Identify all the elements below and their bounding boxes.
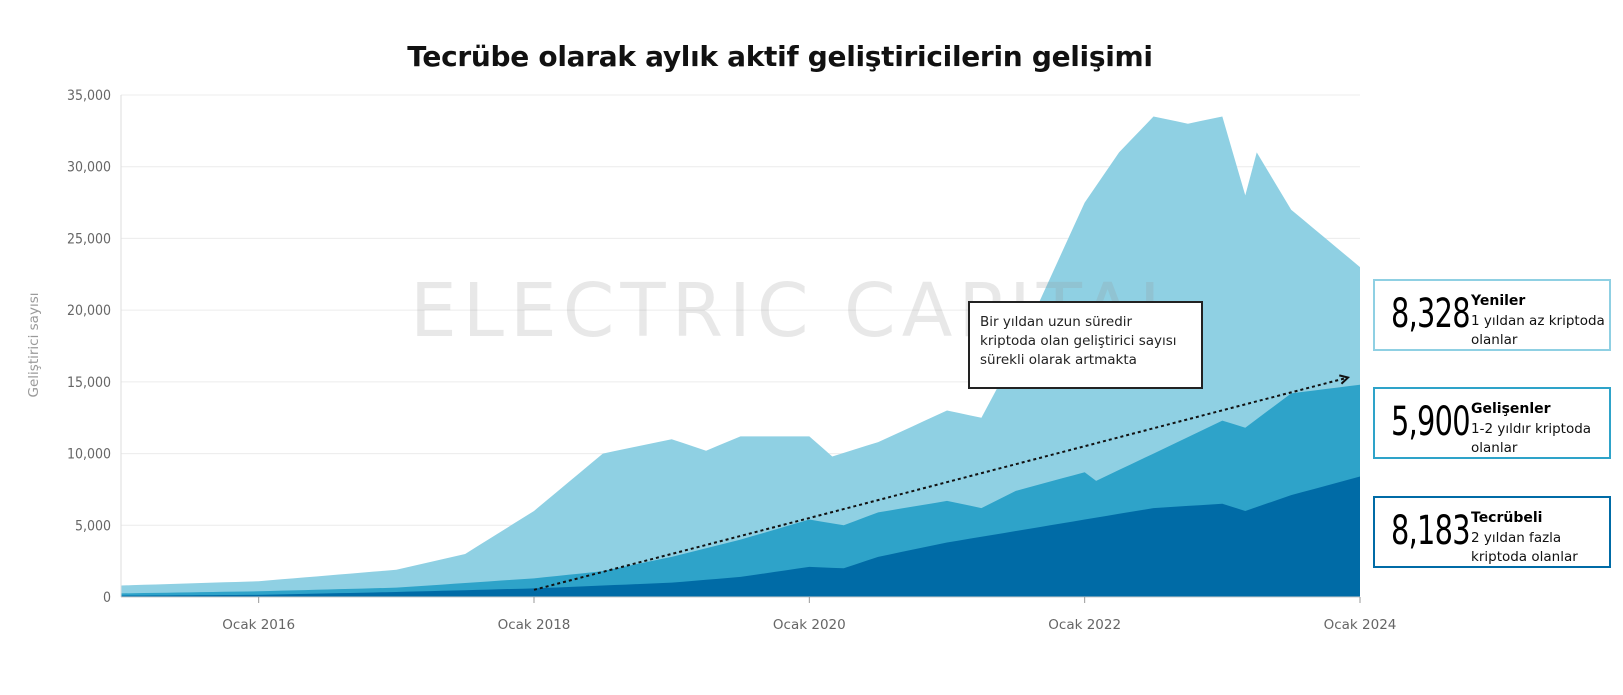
y-axis-label: Geliştirici sayısı xyxy=(26,293,42,398)
y-tick-label: 15,000 xyxy=(67,375,111,391)
trend-arrow xyxy=(533,374,1351,591)
legend-description: 2 yıldan fazla kriptoda olanlar xyxy=(1471,530,1578,565)
trend-arrowhead xyxy=(1339,374,1351,385)
series-areas xyxy=(121,116,1360,597)
y-tick-label: 25,000 xyxy=(67,231,111,247)
x-tick-label: Ocak 2016 xyxy=(222,617,295,633)
legend-name: Gelişenler xyxy=(1471,401,1551,417)
area-tecrübeli xyxy=(121,476,1360,597)
legend-item-gelisenler: 5,900 Gelişenler 1-2 yıldır kriptoda ola… xyxy=(1373,387,1611,459)
legend-name: Yeniler xyxy=(1471,293,1526,309)
x-tick-label: Ocak 2020 xyxy=(773,617,846,633)
y-tick-label: 5,000 xyxy=(75,518,111,534)
chart-title: Tecrübe olarak aylık aktif geliştiricile… xyxy=(407,40,1153,73)
legend-value: 5,900 xyxy=(1391,399,1471,445)
trend-line xyxy=(533,376,1349,591)
legend-value: 8,183 xyxy=(1391,508,1471,554)
x-tick-label: Ocak 2018 xyxy=(498,617,571,633)
axes: 0 5,000 10,000 15,000 20,000 25,000 30,000 35,0… xyxy=(67,88,1396,633)
y-tick-label: 30,000 xyxy=(67,160,111,176)
y-tick-label: 10,000 xyxy=(67,447,111,463)
y-tick-label: 0 xyxy=(103,590,111,606)
y-tick-label: 20,000 xyxy=(67,303,111,319)
legend-item-yeniler: 8,328 Yeniler 1 yıldan az kriptoda olanl… xyxy=(1373,279,1611,351)
legend-description: 1 yıldan az kriptoda olanlar xyxy=(1471,313,1605,348)
y-tick-label: 35,000 xyxy=(67,88,111,104)
legend-value: 8,328 xyxy=(1391,291,1471,337)
legend-description: 1-2 yıldır kriptoda olanlar xyxy=(1471,421,1592,456)
x-tick-label: Ocak 2024 xyxy=(1324,617,1397,633)
annotation-box: Bir yıldan uzun süredir kriptoda olan ge… xyxy=(968,301,1203,389)
x-tick-label: Ocak 2022 xyxy=(1048,617,1121,633)
legend-item-tecrubeli: 8,183 Tecrübeli 2 yıldan fazla kriptoda … xyxy=(1373,496,1611,568)
area-yeniler xyxy=(121,116,1360,597)
legend-name: Tecrübeli xyxy=(1471,510,1543,526)
